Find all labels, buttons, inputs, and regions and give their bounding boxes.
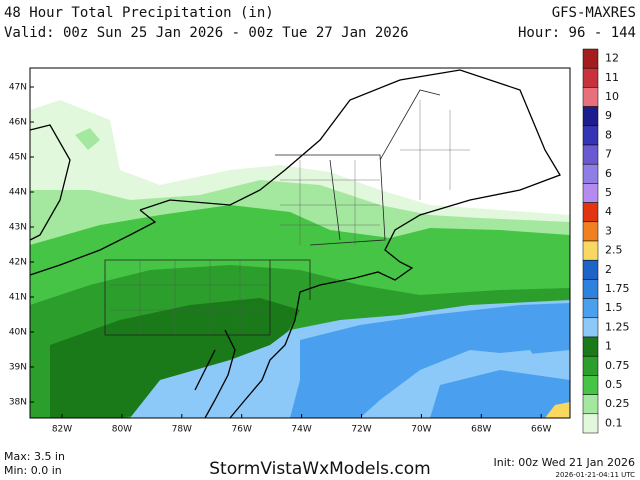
legend-swatch [582, 259, 599, 280]
precip-area [545, 402, 570, 418]
legend-label: 8 [605, 128, 612, 141]
longitude-label: 76W [232, 425, 252, 435]
coastline [139, 69, 561, 419]
legend-swatch [582, 87, 599, 107]
legend-label: 10 [605, 90, 619, 103]
precip-area [75, 128, 100, 150]
timestamp: 2026-01-21-04:11 UTC [556, 471, 636, 479]
precip-area [430, 370, 570, 418]
forecast-hours: Hour: 96 - 144 [518, 25, 636, 41]
latitude-label: 44N [9, 188, 27, 198]
legend-label: 1.5 [605, 301, 623, 314]
legend-label: 0.5 [605, 378, 623, 391]
legend-label: 0.1 [605, 416, 623, 429]
county-lines [110, 100, 470, 335]
longitude-label: 66W [531, 425, 551, 435]
latitude-label: 45N [9, 153, 27, 163]
legend-swatch [582, 336, 599, 357]
precip-area [50, 298, 300, 418]
title: 48 Hour Total Precipitation (in) [4, 5, 274, 21]
init-time: Init: 00z Wed 21 Jan 2026 [494, 456, 635, 469]
legend-swatch [582, 355, 599, 376]
longitude-label: 70W [411, 425, 431, 435]
legend-label: 1 [605, 340, 612, 353]
min-value: Min: 0.0 in [4, 464, 62, 477]
latitude-label: 40N [9, 328, 27, 338]
longitude-label: 72W [351, 425, 371, 435]
longitude-label: 68W [471, 425, 491, 435]
legend-swatch [582, 279, 599, 299]
legend-swatch [582, 125, 599, 146]
legend-swatch [582, 375, 599, 395]
precip-area [480, 350, 540, 370]
latitude-label: 42N [9, 258, 27, 268]
legend-swatch [582, 144, 599, 165]
longitude-label: 80W [112, 425, 132, 435]
legend-swatch [582, 67, 599, 88]
legend-swatch [582, 202, 599, 223]
legend-label: 2.5 [605, 244, 623, 257]
legend-swatch [582, 240, 599, 261]
legend-label: 11 [605, 71, 619, 84]
legend-swatch [582, 298, 599, 319]
latitude-label: 46N [9, 118, 27, 128]
state-border [104, 89, 441, 336]
legend-swatch [582, 317, 599, 338]
legend-label: 9 [605, 109, 612, 122]
legend-label: 0.25 [605, 397, 630, 410]
legend-label: 2 [605, 263, 612, 276]
max-value: Max: 3.5 in [4, 450, 65, 463]
site-name: StormVistaWxModels.com [209, 459, 431, 479]
coastline [29, 124, 71, 241]
latitude-label: 39N [9, 363, 27, 373]
legend-swatch [582, 163, 599, 184]
model-name: GFS-MAXRES [552, 5, 636, 21]
legend-swatch [582, 48, 599, 69]
coastline [29, 209, 157, 276]
legend-swatch [582, 183, 599, 203]
coastline [194, 329, 236, 419]
legend-label: 5 [605, 186, 612, 199]
longitude-label: 82W [52, 425, 72, 435]
legend-swatch [582, 106, 599, 127]
longitude-label: 78W [172, 425, 192, 435]
legend-swatch [582, 394, 599, 415]
legend-swatch [582, 221, 599, 242]
valid-time: Valid: 00z Sun 25 Jan 2026 - 00z Tue 27 … [4, 25, 409, 41]
latitude-label: 43N [9, 223, 27, 233]
longitude-label: 74W [291, 425, 311, 435]
legend-label: 1.75 [605, 282, 630, 295]
map-area [29, 67, 571, 419]
legend-swatch [582, 413, 599, 434]
legend-label: 4 [605, 205, 612, 218]
map-frame [29, 67, 571, 419]
latitude-label: 47N [9, 83, 27, 93]
latitude-label: 38N [9, 398, 27, 408]
legend-label: 12 [605, 52, 619, 65]
legend-label: 7 [605, 148, 612, 161]
legend-label: 0.75 [605, 359, 630, 372]
legend-label: 3 [605, 224, 612, 237]
legend-label: 1.25 [605, 320, 630, 333]
latitude-label: 41N [9, 293, 27, 303]
precip-area [290, 303, 570, 418]
legend-label: 6 [605, 167, 612, 180]
